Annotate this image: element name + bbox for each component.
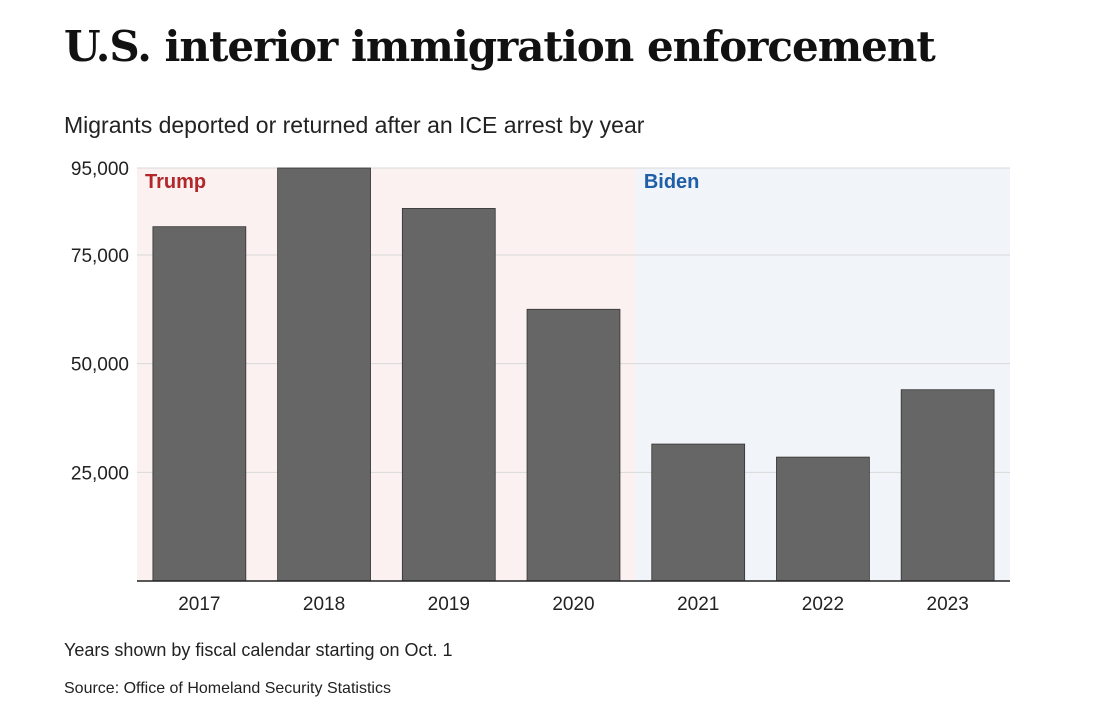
- bar-chart: 25,000 50,000 75,000 95,000 2017 2018 2019 202…: [71, 159, 1010, 615]
- bar-2019: [401, 208, 496, 582]
- x-tick-label: 2017: [178, 594, 220, 615]
- x-tick-label: 2018: [303, 594, 345, 615]
- region-label-biden: Biden: [644, 171, 700, 193]
- y-tick-label: 75,000: [71, 246, 129, 267]
- bar-2021: [651, 443, 746, 582]
- region-label-trump: Trump: [145, 171, 206, 193]
- bar-2020: [526, 308, 621, 582]
- x-tick-label: 2023: [927, 594, 969, 615]
- fiscal-year-note: Years shown by fiscal calendar starting …: [64, 640, 453, 660]
- bar-2022: [776, 456, 870, 582]
- x-tick-label: 2020: [552, 594, 594, 615]
- y-tick-label: 25,000: [71, 463, 129, 484]
- region-labels: Trump Biden: [145, 171, 699, 193]
- source-note: Source: Office of Homeland Security Stat…: [64, 680, 391, 697]
- x-tick-label: 2019: [428, 594, 470, 615]
- chart-subtitle: Migrants deported or returned after an I…: [64, 112, 645, 138]
- y-tick-label: 95,000: [71, 159, 129, 180]
- chart-title: U.S. interior immigration enforcement: [64, 22, 936, 71]
- y-tick-label: 50,000: [71, 355, 129, 376]
- bar-2018: [277, 167, 371, 582]
- x-tick-label: 2021: [677, 594, 719, 615]
- y-axis-ticks: 25,000 50,000 75,000 95,000: [71, 159, 129, 484]
- bar-2023: [900, 389, 995, 582]
- bar-2017: [152, 226, 247, 582]
- x-axis-ticks: 2017 2018 2019 2020 2021 2022 2023: [178, 594, 969, 615]
- x-tick-label: 2022: [802, 594, 844, 615]
- bars: [137, 167, 1010, 582]
